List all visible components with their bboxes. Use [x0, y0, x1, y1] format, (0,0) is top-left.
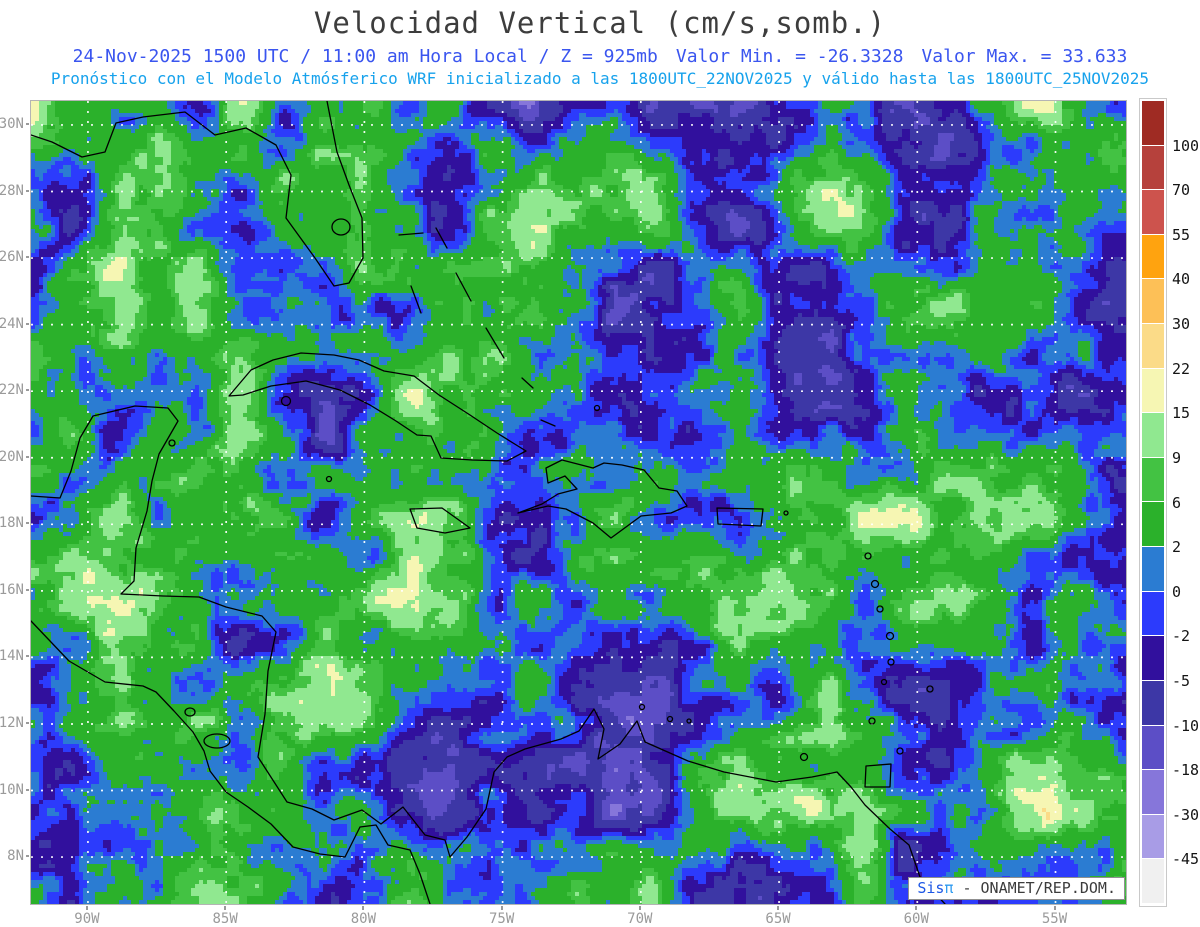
y-tick-label: 14N [0, 648, 24, 665]
colorbar-block [1142, 234, 1164, 279]
colorbar-block [1142, 457, 1164, 502]
y-tick-label: 20N [0, 448, 24, 465]
x-tick-mark [638, 906, 641, 910]
colorbar-block [1142, 680, 1164, 725]
x-tick-label: 85W [212, 911, 238, 927]
y-tick-label: 22N [0, 382, 24, 399]
colorbar-label: -18 [1172, 761, 1200, 780]
x-tick-label: 75W [488, 911, 515, 927]
x-tick-mark [362, 906, 365, 910]
y-tick-mark [26, 389, 29, 392]
y-tick-label: 24N [0, 315, 24, 332]
y-tick-mark [26, 322, 29, 325]
colorbar-label: 22 [1172, 359, 1191, 378]
colorbar-block [1142, 413, 1164, 457]
model-info-line: Pronóstico con el Modelo Atmósferico WRF… [50, 69, 1150, 88]
x-tick-mark [777, 906, 780, 910]
watermark-box: Sisπ - ONAMET/REP.DOM. [908, 877, 1125, 900]
map-overlay [31, 101, 1126, 904]
y-tick-mark [26, 655, 29, 658]
lat-lon-gridlines [31, 101, 1126, 904]
colorbar-block [1142, 636, 1164, 680]
x-tick-label: 55W [1041, 911, 1068, 927]
colorbar-block [1142, 770, 1164, 814]
x-tick-label: 65W [765, 911, 791, 927]
x-tick-label: 90W [74, 911, 100, 927]
colorbar-block [1142, 279, 1164, 324]
y-tick-label: 10N [0, 781, 24, 798]
colorbar-label: -2 [1172, 627, 1191, 646]
y-tick-label: 8N [7, 848, 24, 865]
colorbar-label: 30 [1172, 315, 1191, 334]
colorbar-label: 6 [1172, 493, 1182, 512]
colorbar-block [1142, 190, 1164, 234]
y-tick-label: 26N [0, 249, 24, 266]
y-tick-mark [26, 788, 29, 791]
colorbar-label: 100 [1172, 136, 1200, 155]
colorbar-label: 9 [1172, 448, 1182, 467]
colorbar-label: -5 [1172, 671, 1191, 690]
colorbar-block [1142, 859, 1164, 903]
valid-time-line: 24-Nov-2025 1500 UTC / 11:00 am Hora Loc… [0, 46, 1200, 67]
x-tick-mark [500, 906, 503, 910]
coastlines [31, 101, 946, 904]
colorbar-block [1142, 368, 1164, 413]
colorbar-block [1142, 502, 1164, 547]
valor-max-text: Valor Max. = 33.633 [921, 46, 1128, 67]
watermark-org: - ONAMET/REP.DOM. [962, 879, 1116, 897]
y-tick-label: 12N [0, 714, 24, 731]
y-tick-mark [26, 122, 29, 125]
x-tick-label: 70W [627, 911, 653, 927]
watermark-brand: Sis [917, 879, 945, 897]
colorbar-label: 55 [1172, 225, 1191, 244]
colorbar-block [1142, 725, 1164, 770]
y-tick-label: 28N [0, 182, 24, 199]
y-tick-label: 30N [0, 115, 24, 132]
y-tick-mark [26, 721, 29, 724]
colorbar-label: 40 [1172, 270, 1191, 289]
colorbar-block [1142, 145, 1164, 190]
x-tick-label: 80W [350, 911, 377, 927]
y-tick-mark [26, 189, 29, 192]
chart-title: Velocidad Vertical (cm/s,somb.) [313, 6, 887, 40]
x-tick-mark [224, 906, 227, 910]
colorbar-label: 0 [1172, 582, 1182, 601]
colorbar-label: -10 [1172, 716, 1200, 735]
x-tick-mark [1053, 906, 1056, 910]
valor-min-text: Valor Min. = -26.3328 [675, 46, 904, 67]
x-tick-mark [915, 906, 918, 910]
colorbar [1139, 98, 1167, 907]
vertical-velocity-field [31, 101, 1126, 904]
colorbar-block [1142, 814, 1164, 859]
valid-time-text: 24-Nov-2025 1500 UTC / 11:00 am Hora Loc… [72, 46, 658, 67]
y-tick-label: 18N [0, 515, 24, 532]
y-tick-mark [26, 522, 29, 525]
colorbar-label: 70 [1172, 181, 1191, 200]
y-tick-mark [26, 855, 29, 858]
colorbar-label: -30 [1172, 805, 1200, 824]
colorbar-label: 2 [1172, 538, 1182, 557]
map-area: Sisπ - ONAMET/REP.DOM. [30, 100, 1127, 905]
colorbar-block [1142, 547, 1164, 591]
colorbar-block [1142, 324, 1164, 368]
colorbar-block [1142, 101, 1164, 145]
x-tick-mark [85, 906, 88, 910]
y-tick-mark [26, 455, 29, 458]
watermark-pi-symbol: π [944, 879, 954, 897]
x-tick-label: 60W [903, 911, 929, 927]
y-tick-mark [26, 588, 29, 591]
y-tick-mark [26, 256, 29, 259]
y-tick-label: 16N [0, 581, 24, 598]
colorbar-label: 15 [1172, 404, 1191, 423]
colorbar-label: -45 [1172, 850, 1200, 869]
colorbar-block [1142, 591, 1164, 636]
